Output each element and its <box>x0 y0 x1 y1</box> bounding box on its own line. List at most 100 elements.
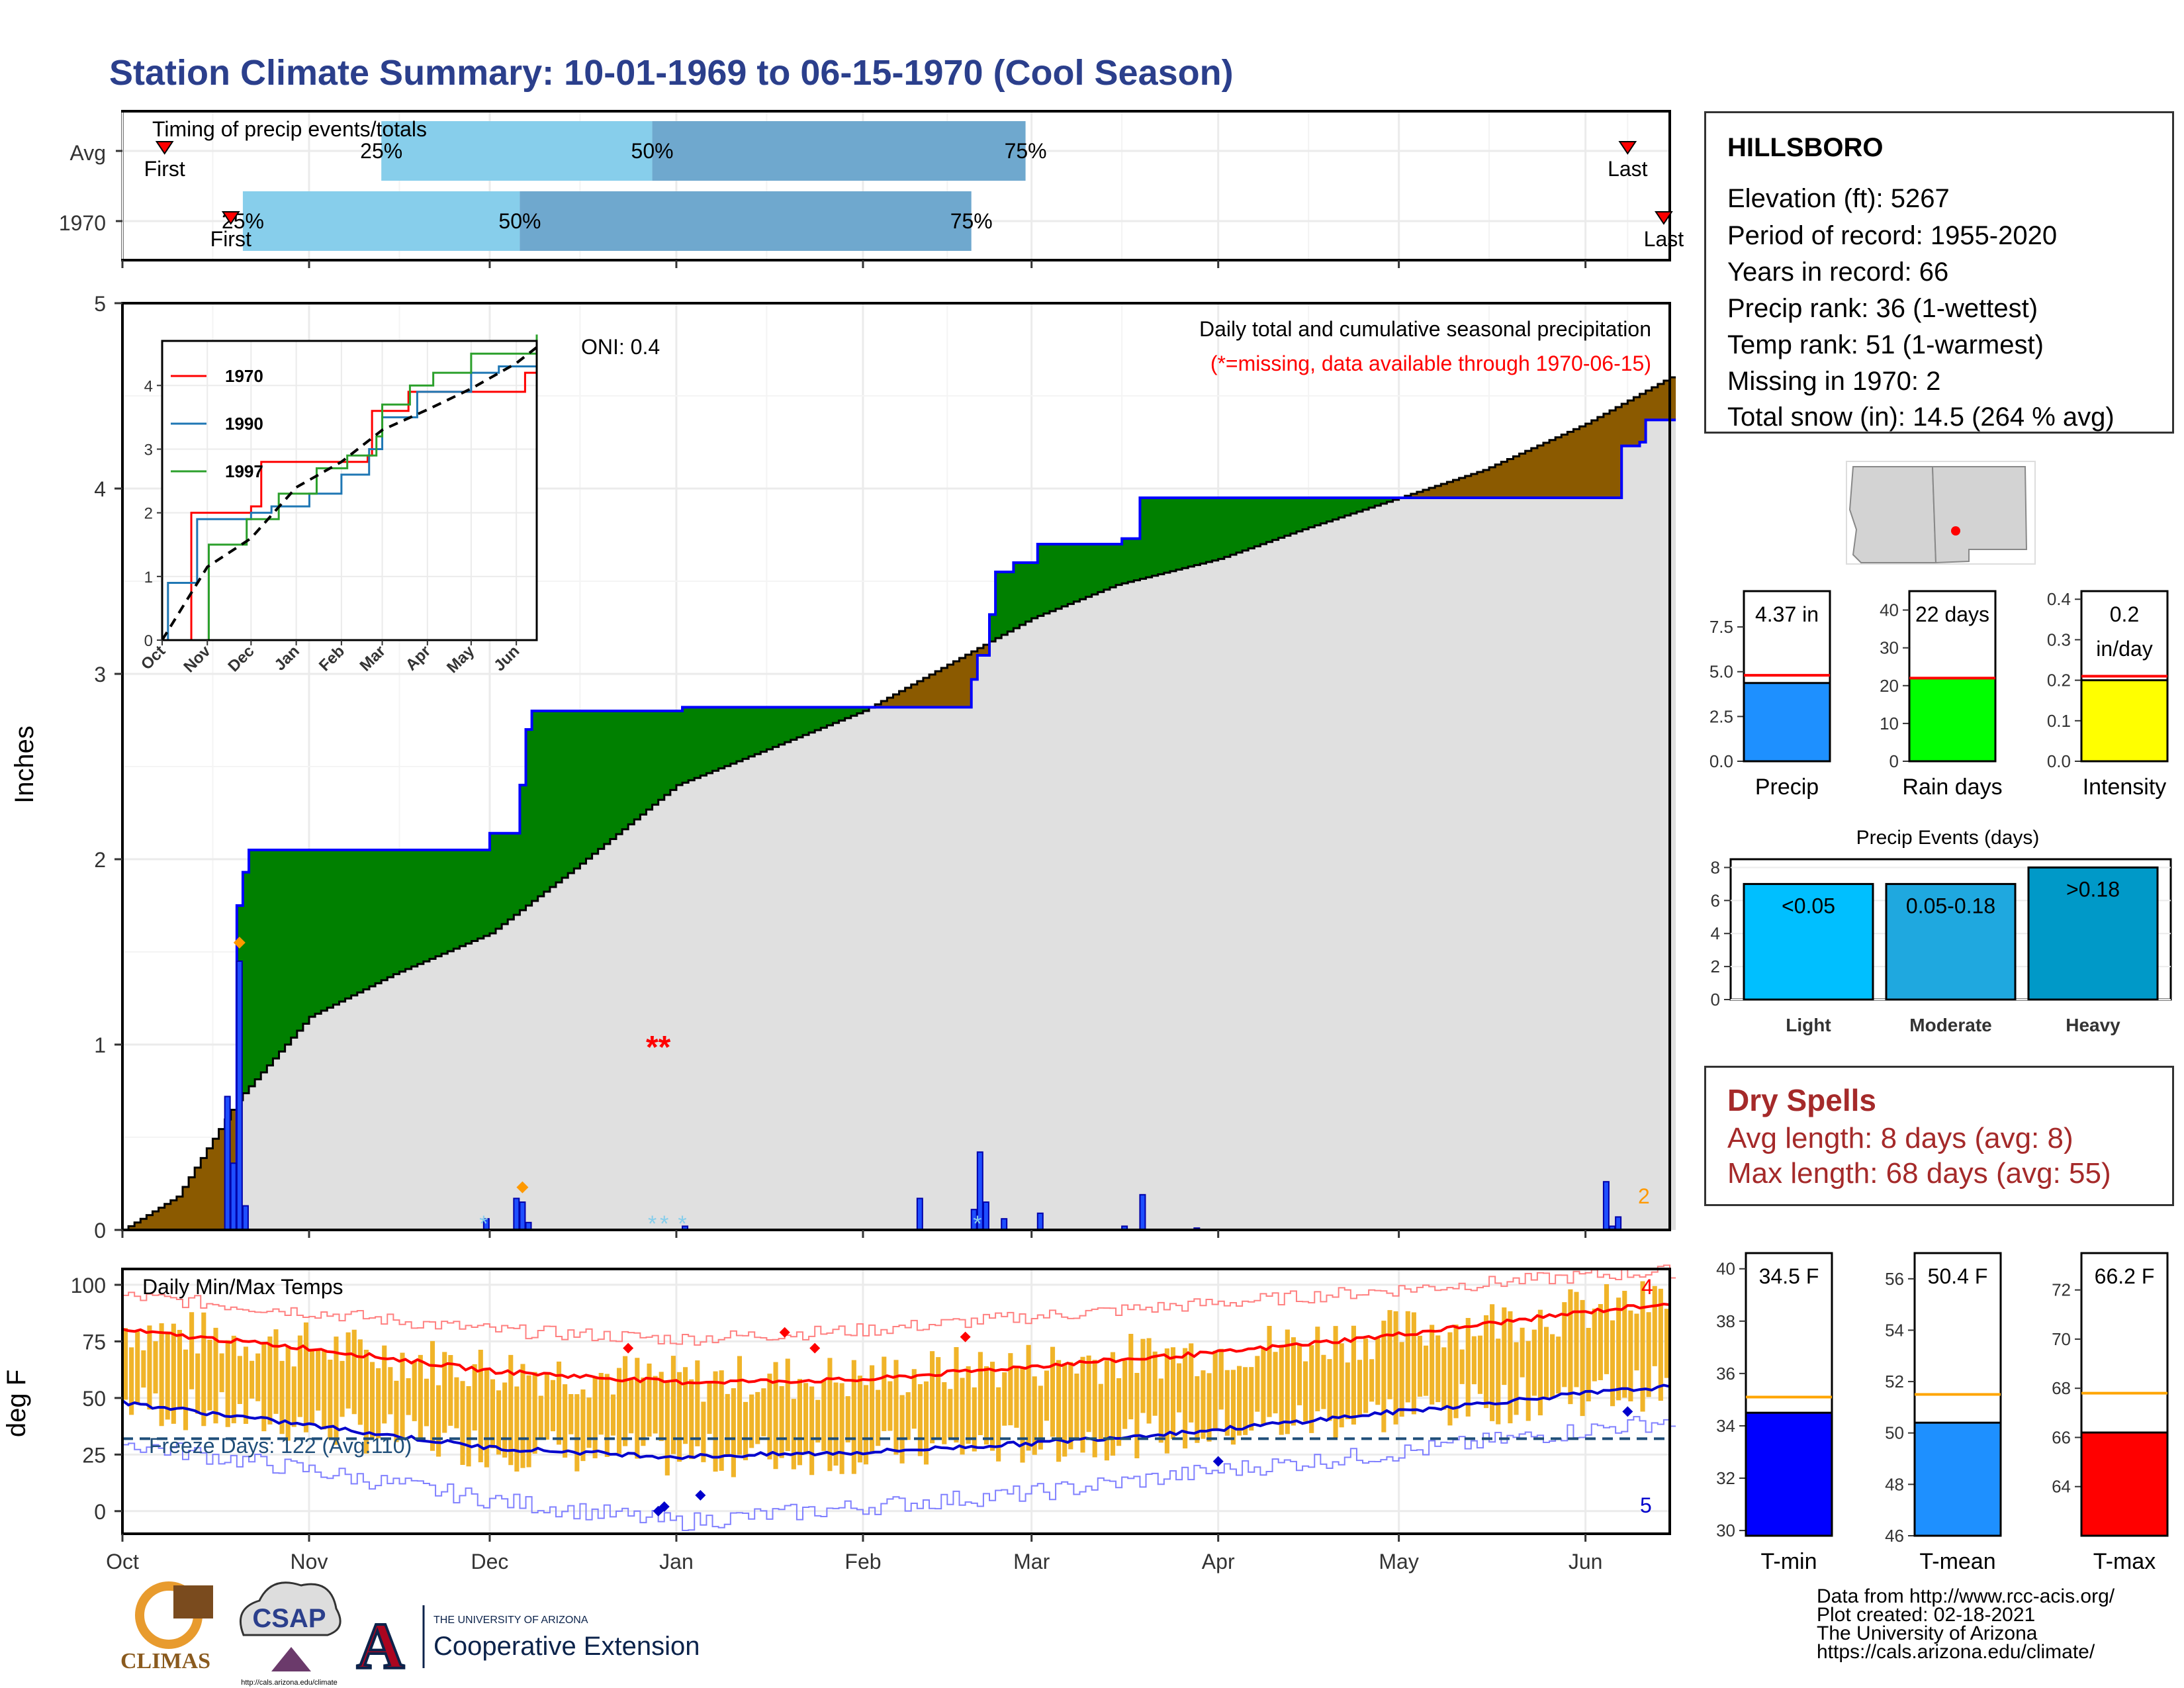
temp-panel: 0 25 50 75 100 Oct Nov Dec Jan Feb Mar Apr May Jun d… <box>2 1264 1676 1573</box>
inset-legend-label-1990: 1990 <box>225 414 263 434</box>
summary-intensity-y-tick-label-0: 0.0 <box>2047 751 2071 771</box>
temp-summary-t-min-bar <box>1745 1411 1833 1537</box>
temp-x-tick-label-4: Feb <box>844 1550 881 1573</box>
precip-daily-bar-12 <box>982 1201 989 1231</box>
summary-rain-days-y-tick-label-2: 20 <box>1880 676 1899 696</box>
precip-trace-marker-3: * <box>678 1211 686 1237</box>
summary-precip-y-tick-label-2: 5.0 <box>1709 662 1733 682</box>
temp-summary-t-max-bar <box>2080 1431 2169 1537</box>
csap-logo-text: CSAP <box>252 1604 326 1633</box>
temp-summary-t-mean-y-tick-label-5: 56 <box>1885 1269 1904 1289</box>
precip-daily-bar-20 <box>1615 1216 1622 1231</box>
summary-rain-days-y-tick-label-1: 10 <box>1880 714 1899 733</box>
events-y-tick-label-2: 4 <box>1711 923 1720 943</box>
inset-line-1970 <box>162 359 538 641</box>
precip-areas <box>122 376 1676 1231</box>
temp-summary-t-mean-value-label: 50.4 F <box>1928 1264 1988 1288</box>
station-temp-rank: Temp rank: 51 (1-warmest) <box>1727 330 2044 359</box>
precip-y-tick-label-2: 2 <box>94 848 106 872</box>
temp-x-tick-label-3: Jan <box>659 1550 694 1573</box>
events-bar-moderate <box>1885 882 2017 1001</box>
locator-map <box>1846 461 2036 565</box>
precip-average-line <box>122 376 1676 1231</box>
summary-intensity-category-label: Intensity <box>2083 774 2167 800</box>
timing-q25-label-Avg: 25% <box>360 139 402 163</box>
precip-daily-bar-0 <box>224 1096 231 1231</box>
station-precip-rank: Precip rank: 36 (1-wettest) <box>1727 294 2038 323</box>
temp-y-axis: 0 25 50 75 100 <box>71 1274 122 1524</box>
logos: CLIMAS CSAP http://cals.arizona.edu/clim… <box>120 1581 700 1687</box>
station-name: HILLSBORO <box>1727 133 1884 162</box>
precip-daily-bar-6 <box>519 1201 526 1231</box>
temp-x-tick-label-2: Dec <box>471 1550 508 1573</box>
summary-intensity-bar <box>2080 679 2169 763</box>
summary-intensity-y-tick-label-2: 0.2 <box>2047 671 2071 690</box>
precip-daily-bar-9 <box>916 1197 923 1231</box>
climas-logo-text: CLIMAS <box>120 1649 210 1673</box>
summary-rain-days-y-tick-label-3: 30 <box>1880 638 1899 658</box>
events-bar-label-light: <0.05 <box>1782 894 1835 917</box>
events-category-light: Light <box>1786 1015 1831 1035</box>
events-bar-light <box>1743 882 1874 1001</box>
temp-y-tick-label-3: 75 <box>82 1330 106 1354</box>
temp-record-marker-2 <box>960 1331 971 1342</box>
precip-y-label: Inches <box>10 726 39 804</box>
precip-daily-bar-16 <box>1139 1194 1146 1231</box>
ua-logo-big-text: Cooperative Extension <box>433 1632 700 1661</box>
temp-summary-t-mean-y-tick-label-1: 48 <box>1885 1474 1904 1494</box>
events-title: Precip Events (days) <box>1856 827 2040 849</box>
temp-summary-t-mean-y-tick-label-0: 46 <box>1885 1526 1904 1546</box>
temp-summary-t-min-y-tick-label-2: 34 <box>1716 1416 1735 1436</box>
summary-precip-y-tick-label-3: 7.5 <box>1709 617 1733 637</box>
temp-summary-t-max-y-tick-label-3: 70 <box>2052 1329 2071 1349</box>
events-y-tick-label-1: 2 <box>1711 957 1720 976</box>
temp-title: Daily Min/Max Temps <box>142 1275 343 1299</box>
temp-summary-t-max-y-tick-label-1: 66 <box>2052 1427 2071 1447</box>
csap-logo-url: http://cals.arizona.edu/climate <box>241 1679 338 1687</box>
ua-logo-letter: A <box>357 1609 404 1683</box>
precip-cumulative-line <box>122 418 1676 1231</box>
events-bar-heavy <box>2027 866 2159 1001</box>
timing-first-marker-Avg <box>155 141 174 155</box>
summary-precip-bar <box>1743 682 1831 763</box>
temp-record-marker-6 <box>695 1489 706 1501</box>
temp-x-tick-label-1: Nov <box>291 1550 328 1573</box>
timing-q50-label-1970: 50% <box>498 209 541 233</box>
timing-last-label-Avg: Last <box>1608 157 1648 181</box>
inset-y-tick-label-3: 3 <box>144 441 153 459</box>
temp-summary-t-min-value-label: 34.5 F <box>1759 1264 1819 1288</box>
precip-events-chart: Precip Events (days) 0 2 4 6 8 <0.05 Light 0.05… <box>1711 827 2172 1035</box>
summary-rain-days-value-label: 22 days <box>1915 602 1989 626</box>
station-elevation: Elevation (ft): 5267 <box>1727 184 1950 213</box>
ua-logo-small-text: THE UNIVERSITY OF ARIZONA <box>433 1615 588 1626</box>
inset-legend: 1970 1990 1997 <box>171 366 263 481</box>
precip-y-tick-label-3: 3 <box>94 663 106 686</box>
timing-last-marker-1970 <box>1655 211 1673 225</box>
precip-y-tick-label-1: 1 <box>94 1033 106 1057</box>
csap-logo-cloud <box>240 1581 341 1636</box>
temp-lines <box>121 1264 1676 1531</box>
record-high-count: 4 <box>1641 1275 1653 1299</box>
precip-daily-bar-18 <box>1602 1181 1610 1231</box>
oni-label: ONI: 0.4 <box>581 335 660 359</box>
timing-q50-label-Avg: 50% <box>631 139 674 163</box>
temp-y-label: deg F <box>2 1370 31 1437</box>
temp-x-tick-label-6: Apr <box>1202 1550 1235 1573</box>
temp-panel-frame <box>121 1268 1671 1535</box>
precip-daily-bar-1 <box>230 1162 237 1231</box>
dry-spells-title: Dry Spells <box>1727 1083 1876 1117</box>
station-location-marker <box>1951 526 1960 536</box>
summary-rain-days-y-tick-label-0: 0 <box>1889 751 1899 771</box>
temp-record-marker-7 <box>1212 1456 1224 1467</box>
temp-summary-t-min-y-tick-label-1: 32 <box>1716 1468 1735 1488</box>
events-y-tick-label-4: 8 <box>1711 857 1720 877</box>
temp-summary-t-min-y-tick-label-3: 36 <box>1716 1364 1735 1383</box>
precip-trace-marker-4: * <box>973 1211 981 1237</box>
precip-trace-marker-2: * <box>660 1211 668 1237</box>
precip-annotation-title: Daily total and cumulative seasonal prec… <box>1199 317 1651 341</box>
temp-x-tick-label-7: May <box>1379 1550 1418 1573</box>
station-total-snow: Total snow (in): 14.5 (264 % avg) <box>1727 402 2115 432</box>
dry-spells-max: Max length: 68 days (avg: 55) <box>1727 1157 2111 1190</box>
